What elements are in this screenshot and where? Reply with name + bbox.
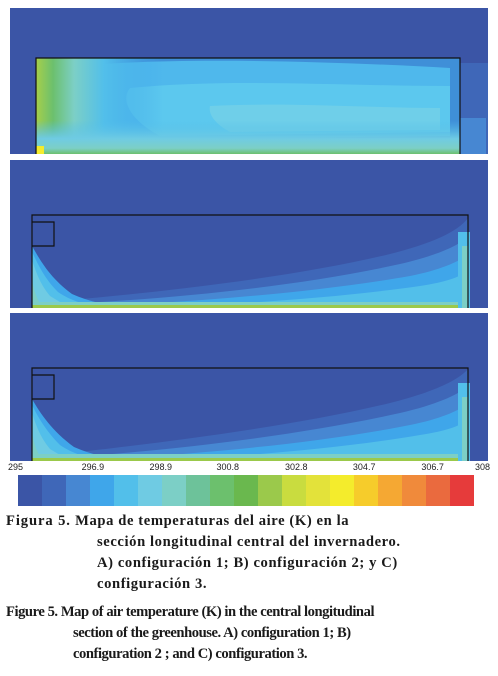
greenhouse-outline [31,367,469,461]
colorbar-tick: 304.7 [352,462,376,472]
colorbar-swatch [234,475,258,506]
left-inlet-flow-3 [32,260,70,308]
colorbar-swatch [426,475,450,506]
figure-label: Figure 5. [6,604,58,620]
caption-line: configuración 3. [97,576,208,592]
hot-spot-left [36,146,44,154]
colorbar-swatch [186,475,210,506]
colorbar-tick: 306.7 [421,462,444,472]
temperature-map-b-graphic [10,160,488,308]
colorbar-swatch [210,475,234,506]
colorbar-swatch [306,475,330,506]
colorbar-tick: 296.9 [81,462,105,472]
plume-band-3 [190,272,465,308]
left-inlet-flow-3 [32,413,70,461]
inlet-outline [32,221,55,247]
right-wall-flow-2 [462,397,468,461]
colorbar-tick: 308 [474,462,490,472]
colorbar-swatch [450,475,474,506]
right-wall-flow-2 [462,246,468,308]
temperature-map-c-graphic [10,313,488,461]
colorbar-swatch [138,475,162,506]
colorbar-swatch [354,475,378,506]
colorbar-swatch [258,475,282,506]
caption-text: Mapa de temperaturas del aire (K) en la [75,513,350,529]
caption-line: configuration 2 ; and C) configuration 3… [73,646,308,662]
floor-band-hot [32,458,468,461]
colorbar-swatch [90,475,114,506]
temperature-map-configuration-1 [10,8,488,154]
figure-label: Figura 5. [6,513,71,529]
bottom-gradient [36,58,460,154]
colorbar-swatch [402,475,426,506]
colorbar-swatch [282,475,306,506]
colorbar-tick: 295 [8,462,24,472]
caption-line: A) configuración 1; B) configuración 2; … [97,555,398,571]
floor-band [32,454,468,461]
greenhouse-outline [31,214,469,308]
left-inlet-flow-4 [32,280,42,308]
caption-line: sección longitudinal central del inverna… [97,534,401,550]
caption-line: Figure 5. Map of air temperature (K) in … [6,602,492,623]
left-inlet-flow-2 [32,405,102,461]
temperature-map-configuration-2 [10,160,488,308]
floor-band-hot [32,305,468,308]
caption-text: Map of air temperature (K) in the centra… [60,604,375,620]
right-exterior-lower [460,118,486,154]
colorbar-swatch [162,475,186,506]
left-inlet-flow-2 [32,252,100,308]
greenhouse-outline [35,57,461,154]
colorbar-swatch [66,475,90,506]
inlet-outline [32,374,55,400]
plume-band-3 [190,421,465,461]
temperature-map-configuration-3 [10,313,488,461]
colorbar-swatch [42,475,66,506]
colorbar-tick: 298.9 [149,462,173,472]
figure-caption-spanish: Figura 5. Mapa de temperaturas del aire … [6,511,492,595]
colorbar-tick: 300.8 [216,462,240,472]
colorbar-swatch [18,475,42,506]
temperature-colorbar [18,475,474,506]
colorbar-swatch [114,475,138,506]
colorbar-tick-labels: 295 296.9 298.9 300.8 302.8 304.7 306.7 … [8,461,490,474]
figure-caption-english: Figure 5. Map of air temperature (K) in … [6,602,492,665]
colorbar-swatch [378,475,402,506]
caption-line: Figura 5. Mapa de temperaturas del aire … [6,511,492,532]
colorbar-tick: 302.8 [284,462,308,472]
caption-line: section of the greenhouse. A) configurat… [73,625,351,641]
colorbar-swatch [330,475,354,506]
temperature-map-a-graphic [10,8,488,154]
